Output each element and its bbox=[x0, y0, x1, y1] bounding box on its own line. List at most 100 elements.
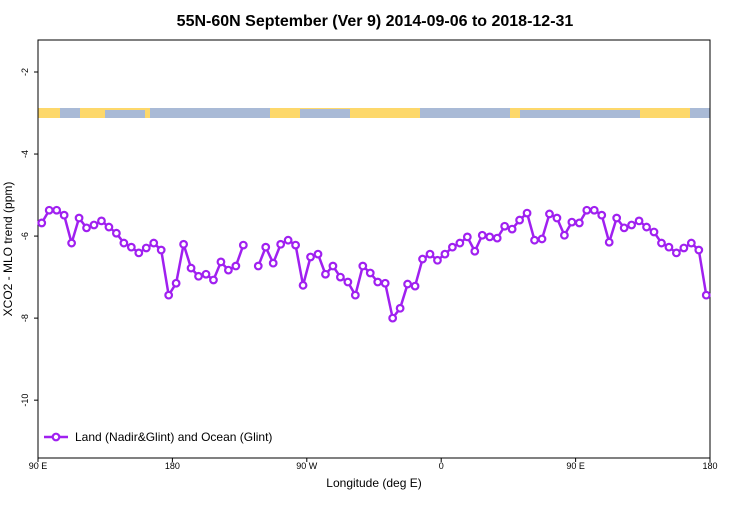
data-point bbox=[589, 205, 599, 215]
data-point bbox=[418, 254, 427, 264]
data-point bbox=[328, 261, 338, 271]
data-point bbox=[500, 221, 510, 231]
data-point bbox=[582, 205, 592, 215]
data-point bbox=[179, 239, 189, 249]
data-point bbox=[537, 234, 547, 244]
data-point bbox=[701, 290, 711, 300]
x-tick-label: 90 E bbox=[29, 461, 48, 471]
data-point bbox=[440, 249, 450, 259]
data-point bbox=[268, 258, 278, 268]
data-point bbox=[634, 216, 644, 226]
x-tick-label: 90 E bbox=[566, 461, 585, 471]
y-tick-label: -10 bbox=[20, 394, 30, 407]
data-point bbox=[67, 238, 76, 248]
data-point bbox=[336, 272, 345, 282]
data-point bbox=[321, 269, 330, 279]
data-point bbox=[552, 213, 562, 223]
x-axis-label: Longitude (deg E) bbox=[326, 476, 421, 490]
x-tick-label: 180 bbox=[165, 461, 180, 471]
data-point bbox=[111, 228, 121, 238]
y-tick-label: -2 bbox=[20, 68, 30, 76]
chart-title: 55N-60N September (Ver 9) 2014-09-06 to … bbox=[177, 13, 574, 30]
x-tick-label: 180 bbox=[702, 461, 717, 471]
data-point bbox=[664, 242, 674, 252]
data-point bbox=[627, 220, 636, 230]
data-point bbox=[291, 240, 301, 250]
data-point bbox=[567, 217, 577, 227]
data-point bbox=[515, 215, 524, 225]
data-point bbox=[223, 265, 233, 275]
data-point bbox=[164, 290, 174, 300]
data-point bbox=[298, 280, 308, 290]
data-point bbox=[403, 279, 413, 289]
data-point bbox=[425, 249, 435, 259]
data-point bbox=[126, 242, 136, 252]
data-point bbox=[395, 303, 405, 313]
data-point bbox=[477, 230, 487, 240]
data-point bbox=[149, 238, 159, 248]
data-point bbox=[283, 235, 293, 245]
data-point bbox=[343, 277, 353, 287]
data-point bbox=[649, 227, 659, 237]
data-point bbox=[597, 210, 607, 220]
data-point bbox=[74, 213, 84, 223]
data-point bbox=[59, 210, 69, 220]
data-point bbox=[209, 275, 218, 285]
data-point bbox=[186, 263, 196, 273]
data-point bbox=[44, 205, 54, 215]
data-point bbox=[672, 248, 681, 258]
data-point bbox=[448, 242, 457, 252]
data-point bbox=[530, 235, 539, 245]
data-point bbox=[560, 230, 569, 240]
data-point bbox=[410, 281, 420, 291]
data-point bbox=[612, 213, 622, 223]
data-point bbox=[261, 242, 271, 252]
data-point bbox=[238, 240, 248, 250]
data-point bbox=[462, 232, 472, 242]
y-axis-label: XCO2 - MLO trend (ppm) bbox=[1, 182, 15, 317]
legend-marker bbox=[51, 432, 61, 442]
data-point bbox=[507, 224, 517, 234]
data-point bbox=[657, 238, 666, 248]
data-point bbox=[365, 268, 375, 278]
y-tick-label: -8 bbox=[20, 314, 30, 322]
data-point bbox=[455, 238, 465, 248]
series-line bbox=[40, 208, 708, 322]
data-point bbox=[492, 233, 502, 243]
map-strip bbox=[38, 108, 710, 118]
data-point bbox=[574, 218, 584, 228]
data-point bbox=[358, 261, 368, 271]
data-point bbox=[37, 218, 47, 228]
data-point bbox=[313, 249, 323, 259]
data-point bbox=[276, 239, 286, 249]
plot-frame bbox=[37, 39, 711, 459]
data-point bbox=[545, 209, 554, 219]
data-point bbox=[231, 261, 241, 271]
data-point bbox=[306, 252, 315, 262]
data-point bbox=[686, 238, 696, 248]
data-point bbox=[388, 313, 398, 323]
data-point bbox=[604, 237, 614, 247]
x-tick-label: 90 W bbox=[296, 461, 318, 471]
data-point bbox=[679, 243, 689, 253]
data-point bbox=[134, 248, 144, 258]
data-point bbox=[156, 245, 166, 255]
data-point bbox=[694, 245, 704, 255]
y-tick-label: -6 bbox=[20, 232, 30, 240]
y-tick-label: -4 bbox=[20, 150, 30, 158]
data-point bbox=[171, 278, 181, 288]
data-point bbox=[253, 261, 263, 271]
data-point bbox=[89, 220, 99, 230]
data-point bbox=[201, 269, 211, 279]
data-point bbox=[485, 232, 495, 242]
data-point bbox=[97, 216, 106, 226]
data-point bbox=[216, 257, 226, 267]
data-point bbox=[104, 222, 114, 232]
x-tick-label: 0 bbox=[439, 461, 444, 471]
data-point bbox=[522, 208, 532, 218]
data-point bbox=[642, 222, 651, 232]
data-point bbox=[350, 290, 360, 300]
data-point bbox=[194, 271, 203, 281]
data-point bbox=[119, 238, 129, 248]
